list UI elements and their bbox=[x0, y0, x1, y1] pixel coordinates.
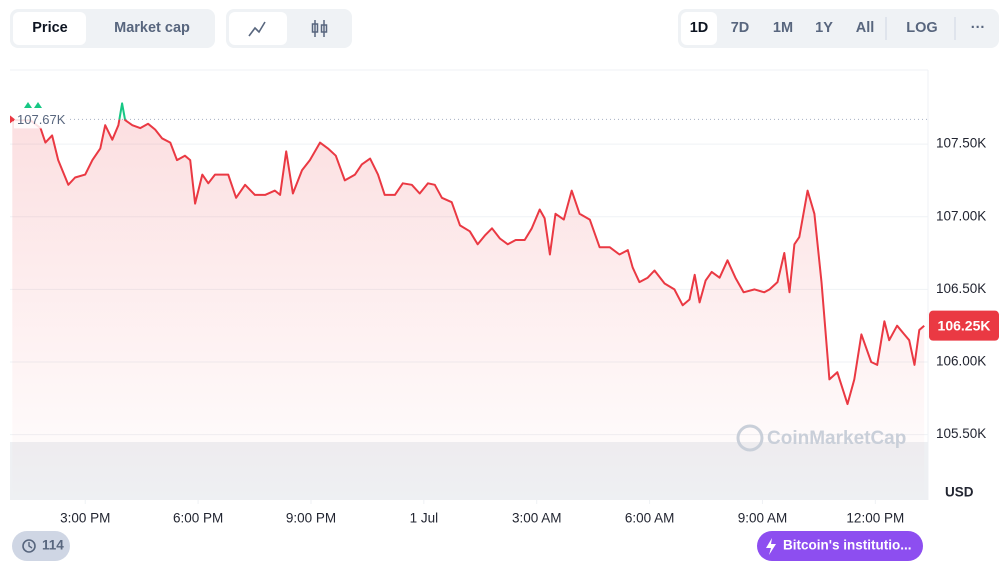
events-badge[interactable] bbox=[12, 531, 70, 561]
history-icon bbox=[22, 539, 36, 553]
y-tick-label: 107.00K bbox=[936, 208, 986, 223]
range-button[interactable]: 1D bbox=[690, 20, 709, 36]
view-button-bg[interactable] bbox=[13, 12, 86, 45]
open-price-label: 107.67K bbox=[17, 112, 66, 127]
line-icon bbox=[248, 21, 266, 37]
x-tick-label: 6:00 AM bbox=[625, 511, 675, 526]
log-button[interactable]: LOG bbox=[906, 20, 937, 36]
x-tick-label: 9:00 AM bbox=[738, 511, 788, 526]
view-button[interactable]: Price bbox=[32, 20, 67, 36]
range-button[interactable]: All bbox=[856, 20, 875, 36]
range-button[interactable]: 7D bbox=[731, 20, 750, 36]
view-button[interactable]: Market cap bbox=[114, 20, 190, 36]
open-price-pointer bbox=[10, 115, 15, 124]
events-count: 114 bbox=[42, 538, 64, 553]
range-button[interactable]: 1M bbox=[773, 20, 793, 36]
range-button[interactable]: 1Y bbox=[815, 20, 833, 36]
news-headline: Bitcoin's institutio... bbox=[783, 538, 911, 553]
watermark: CoinMarketCap bbox=[767, 428, 906, 449]
line-style-button[interactable] bbox=[229, 12, 287, 45]
plot bbox=[10, 102, 928, 504]
watermark-logo bbox=[736, 424, 764, 452]
y-tick-label: 107.50K bbox=[936, 136, 986, 151]
news-badge[interactable] bbox=[757, 531, 923, 561]
y-tick-label: 106.50K bbox=[936, 281, 986, 296]
event-marker[interactable] bbox=[24, 102, 32, 108]
price-line bbox=[12, 102, 925, 406]
candle-icon[interactable] bbox=[311, 20, 328, 37]
price-area bbox=[12, 103, 925, 501]
last-price-label: 106.25K bbox=[938, 317, 991, 333]
x-tick-label: 3:00 PM bbox=[60, 511, 110, 526]
history-icon-hands bbox=[28, 542, 33, 549]
last-price-badge bbox=[929, 310, 999, 341]
y-axis-unit: USD bbox=[945, 485, 974, 500]
x-tick-label: 6:00 PM bbox=[173, 511, 223, 526]
event-marker[interactable] bbox=[34, 102, 42, 108]
y-tick-label: 105.50K bbox=[936, 426, 986, 441]
lightning-icon bbox=[766, 538, 776, 555]
range-toggle bbox=[678, 9, 999, 48]
x-tick-label: 9:00 PM bbox=[286, 511, 336, 526]
x-tick-label: 12:00 PM bbox=[846, 511, 904, 526]
open-price-label-bg bbox=[14, 110, 70, 129]
x-tick-label: 3:00 AM bbox=[512, 511, 562, 526]
range-button-bg[interactable] bbox=[681, 12, 717, 45]
more-button[interactable]: ··· bbox=[971, 20, 986, 36]
y-tick-label: 106.00K bbox=[936, 354, 986, 369]
x-tick-label: 1 Jul bbox=[410, 511, 439, 526]
